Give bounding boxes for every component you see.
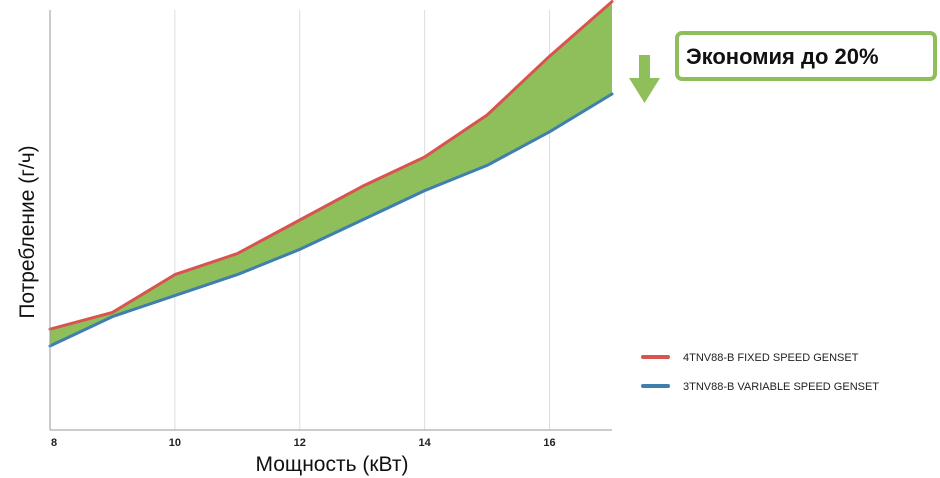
x-tick-label-16: 16 bbox=[543, 437, 555, 449]
series-line-2 bbox=[48, 92, 614, 348]
series-lines bbox=[48, 0, 614, 348]
y-axis-title: Потребление (г/ч) bbox=[16, 145, 39, 318]
x-tick-label-14: 14 bbox=[419, 437, 432, 449]
x-axis-title: Мощность (кВт) bbox=[256, 453, 409, 476]
series-line-1 bbox=[48, 0, 614, 331]
savings-callout: Экономия до 20% bbox=[629, 31, 937, 103]
savings-area bbox=[50, 1, 612, 346]
callout-text: Экономия до 20% bbox=[686, 44, 879, 69]
savings-area-layer bbox=[50, 1, 612, 346]
x-tick-labels: 8 10 12 14 16 bbox=[51, 437, 556, 449]
legend-label-1: 4TNV88-B FIXED SPEED GENSET bbox=[683, 352, 859, 364]
legend: 4TNV88-B FIXED SPEED GENSET 3TNV88-B VARI… bbox=[641, 352, 879, 393]
callout-box bbox=[675, 31, 937, 81]
down-arrow-icon bbox=[629, 55, 660, 103]
legend-label-2: 3TNV88-B VARIABLE SPEED GENSET bbox=[683, 381, 879, 393]
x-tick-label-10: 10 bbox=[169, 437, 181, 449]
x-tick-label-8: 8 bbox=[51, 437, 57, 449]
x-tick-label-12: 12 bbox=[294, 437, 306, 449]
